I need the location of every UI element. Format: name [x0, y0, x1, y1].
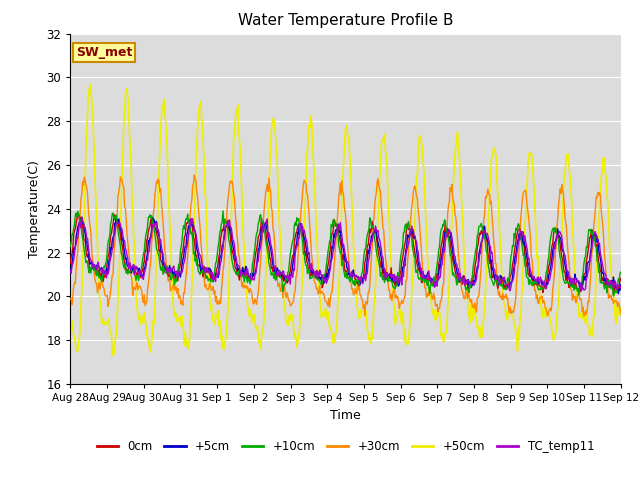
Text: SW_met: SW_met — [76, 46, 132, 59]
Y-axis label: Temperature(C): Temperature(C) — [28, 160, 41, 258]
X-axis label: Time: Time — [330, 408, 361, 421]
Title: Water Temperature Profile B: Water Temperature Profile B — [238, 13, 453, 28]
Legend: 0cm, +5cm, +10cm, +30cm, +50cm, TC_temp11: 0cm, +5cm, +10cm, +30cm, +50cm, TC_temp1… — [92, 435, 599, 458]
